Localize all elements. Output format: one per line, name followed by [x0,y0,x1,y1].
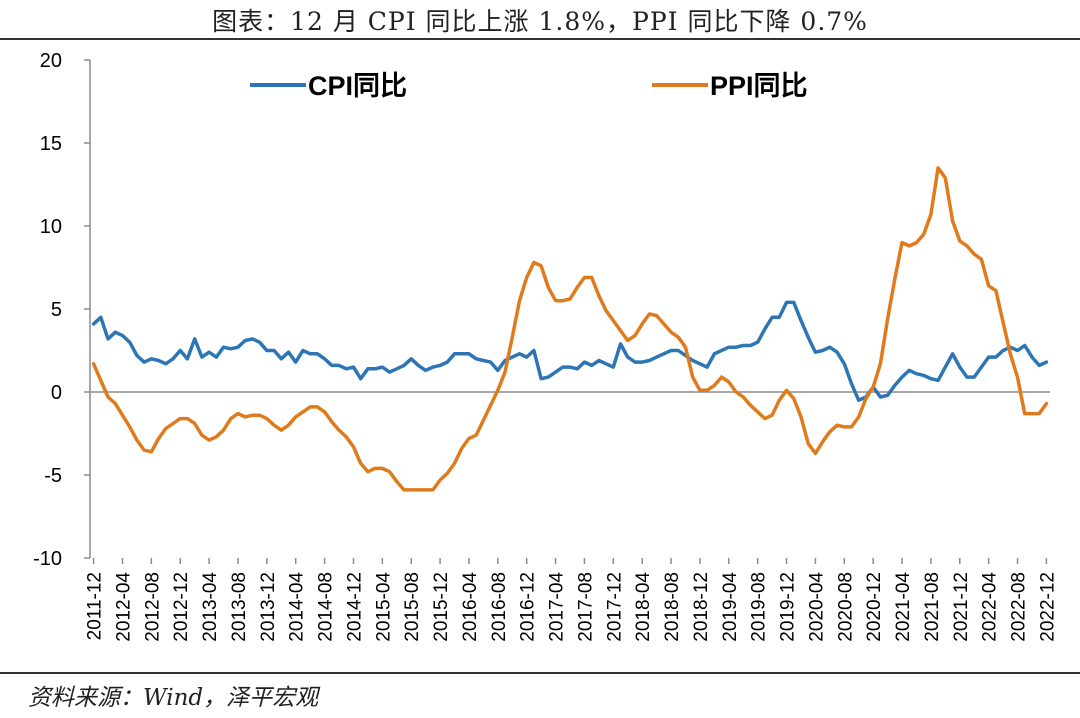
x-tick-label: 2019-04 [720,572,741,642]
x-tick-label: 2016-08 [489,572,510,642]
x-axis: 2011-12 2012-04 2012-08 2012-12 2013-04 2013-… [85,391,1058,642]
x-tick-label: 2016-04 [460,572,481,642]
series-line-cpi [91,300,1049,403]
x-tick-label: 2019-12 [778,572,799,642]
y-tick-label: 0 [51,382,62,404]
legend-label-ppi: PPI同比 [710,71,808,101]
y-tick-label: -5 [44,465,62,487]
x-tick-label: 2016-12 [518,572,539,642]
x-tick-label: 2017-04 [547,572,568,642]
x-tick-label: 2020-12 [864,572,885,642]
x-tick-label: 2012-04 [113,572,134,642]
x-tick-label: 2013-04 [200,572,221,642]
x-tick-label: 2021-12 [951,572,972,642]
x-tick-label: 2022-12 [1037,572,1058,642]
x-tick-label: 2017-08 [575,572,596,642]
y-tick-label: 20 [40,50,62,72]
x-tick-label: 2013-12 [258,572,279,642]
x-tick-label: 2019-08 [749,572,770,642]
x-tick-label: 2018-04 [633,572,654,642]
series-lines [91,166,1049,492]
top-rule [0,38,1080,40]
x-tick-label: 2018-08 [662,572,683,642]
bottom-rule [0,672,1080,674]
x-tick-label: 2014-08 [316,572,337,642]
x-tick-label: 2021-04 [893,572,914,642]
x-tick-label: 2022-04 [980,572,1001,642]
x-tick-label: 2022-08 [1009,572,1030,642]
x-tick-label: 2020-08 [835,572,856,642]
x-tick-label: 2011-12 [85,572,106,640]
x-tick-label: 2021-08 [922,572,943,642]
source-note: 资料来源：Wind，泽平宏观 [28,685,319,711]
y-tick-label: 10 [40,216,62,238]
x-tick-label: 2020-04 [806,572,827,642]
x-tick-label: 2015-12 [431,572,452,642]
legend-label-cpi: CPI同比 [308,71,407,101]
legend: CPI同比 PPI同比 [250,71,808,101]
x-tick-label: 2014-12 [344,572,365,642]
x-tick-label: 2012-08 [142,572,163,642]
x-tick-label: 2013-08 [229,572,250,642]
x-tick-label: 2015-04 [373,572,394,642]
y-tick-label: 15 [40,133,62,155]
x-tick-label: 2017-12 [604,572,625,642]
x-tick-label: 2018-12 [691,572,712,642]
x-tick-label: 2015-08 [402,572,423,642]
series-line-ppi [91,166,1049,492]
y-axis: 20 15 10 5 0 -5 -10 [33,50,91,570]
y-tick-label: -10 [33,548,62,570]
chart-title: 图表：12 月 CPI 同比上涨 1.8%，PPI 同比下降 0.7% [212,7,868,36]
x-tick-label: 2012-12 [171,572,192,642]
y-tick-label: 5 [51,299,62,321]
x-tick-label: 2014-04 [287,572,308,642]
